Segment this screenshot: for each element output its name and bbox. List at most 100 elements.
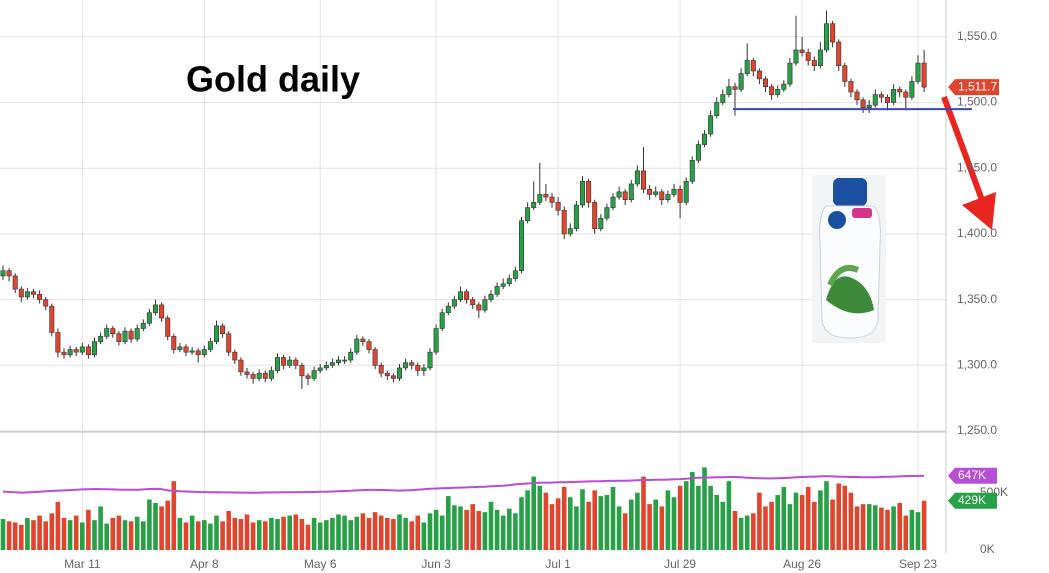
x-tick-label: Apr 8	[190, 557, 219, 571]
candle-body	[433, 328, 439, 353]
volume-bar	[287, 515, 292, 550]
volume-bar	[275, 519, 280, 550]
volume-bar	[592, 490, 597, 550]
x-tick-label: Mar 11	[64, 557, 101, 571]
volume-bar	[549, 504, 555, 550]
candle-body	[500, 283, 506, 287]
volume-bar	[513, 513, 518, 550]
volume-bar	[263, 521, 268, 550]
volume-bar	[86, 509, 91, 550]
volume-pane	[0, 467, 927, 550]
volume-bar	[830, 499, 835, 550]
candle-body	[378, 364, 384, 374]
candle-body	[531, 202, 537, 208]
volume-bar	[842, 485, 848, 550]
volume-bar	[781, 486, 787, 550]
volume-bar	[305, 524, 311, 550]
volume-bar	[37, 515, 42, 550]
candle-body	[848, 81, 854, 93]
volume-bar	[476, 511, 482, 550]
volume-bar	[232, 517, 238, 550]
volume-bar	[531, 476, 536, 550]
candle-body	[18, 288, 24, 298]
volume-bar	[525, 490, 530, 550]
candle-body	[134, 328, 140, 340]
volume-bar	[683, 481, 689, 550]
x-tick-label: Jul 1	[545, 557, 571, 571]
candle-body	[726, 86, 732, 95]
volume-bar	[43, 521, 48, 550]
candle-body	[189, 350, 195, 353]
candle-body	[92, 341, 98, 356]
candle-body	[683, 181, 689, 203]
candle-body	[781, 83, 787, 90]
candle-body	[262, 372, 268, 379]
candle-body	[750, 60, 756, 72]
volume-bar	[0, 519, 6, 550]
arrow	[941, 95, 996, 230]
volume-bar	[324, 520, 329, 550]
volume-bar	[726, 481, 732, 550]
volume-bar	[561, 486, 567, 550]
volume-bar	[61, 517, 67, 550]
y-tick-label: 1,400.0	[957, 226, 997, 240]
volume-bar	[165, 500, 170, 550]
candle-body	[854, 91, 860, 101]
candle-body	[823, 23, 829, 51]
candle-body	[6, 270, 12, 277]
candle-body	[915, 62, 921, 82]
volume-bar	[208, 523, 213, 550]
volume-bar	[330, 517, 335, 550]
volume-bar	[92, 520, 97, 550]
candle-body	[61, 351, 67, 356]
y-tick-label: 1,550.0	[957, 29, 997, 43]
candle-body	[128, 330, 134, 340]
candle-body	[171, 336, 177, 350]
volume-bar	[690, 472, 695, 550]
volume-bar	[238, 519, 244, 550]
candle-body	[811, 60, 817, 67]
candle-body	[494, 286, 500, 295]
label-badge	[852, 208, 872, 218]
volume-bar	[738, 517, 744, 550]
shampoo-image	[812, 175, 886, 343]
volume-bar	[141, 521, 146, 550]
candle-body	[634, 170, 640, 185]
volume-bar	[391, 519, 396, 550]
volume-bar	[98, 506, 103, 550]
volume-bar	[866, 504, 872, 550]
candle-body	[506, 278, 512, 285]
candle-body	[281, 357, 287, 366]
x-tick-label: Sep 23	[899, 557, 937, 571]
volume-bar	[171, 481, 177, 550]
candle-body	[842, 65, 848, 82]
candle-body	[348, 351, 354, 361]
volume-bar	[153, 502, 158, 550]
volume-bar	[12, 522, 18, 550]
candle-body	[98, 336, 104, 342]
candle-body	[67, 349, 73, 356]
candle-body	[165, 317, 171, 337]
candle-body	[610, 196, 616, 208]
candle-body	[671, 188, 677, 195]
volume-bar	[610, 486, 616, 550]
volume-bar	[622, 513, 628, 550]
volume-bar	[915, 512, 921, 550]
candle-body	[775, 89, 781, 95]
candle-body	[604, 207, 610, 219]
volume-bar	[757, 492, 762, 550]
candle-body	[396, 367, 402, 379]
candle-body	[85, 346, 91, 356]
candle-body	[451, 299, 457, 307]
candle-body	[482, 299, 488, 311]
candle-body	[226, 333, 232, 353]
candle-body	[653, 191, 659, 195]
volume-bar	[836, 483, 841, 550]
volume-bar	[446, 496, 451, 550]
y-tick-label: 1,350.0	[957, 292, 997, 306]
x-tick-label: May 6	[304, 557, 337, 571]
bottle-body	[819, 205, 881, 339]
volume-last-label-box	[948, 492, 997, 509]
